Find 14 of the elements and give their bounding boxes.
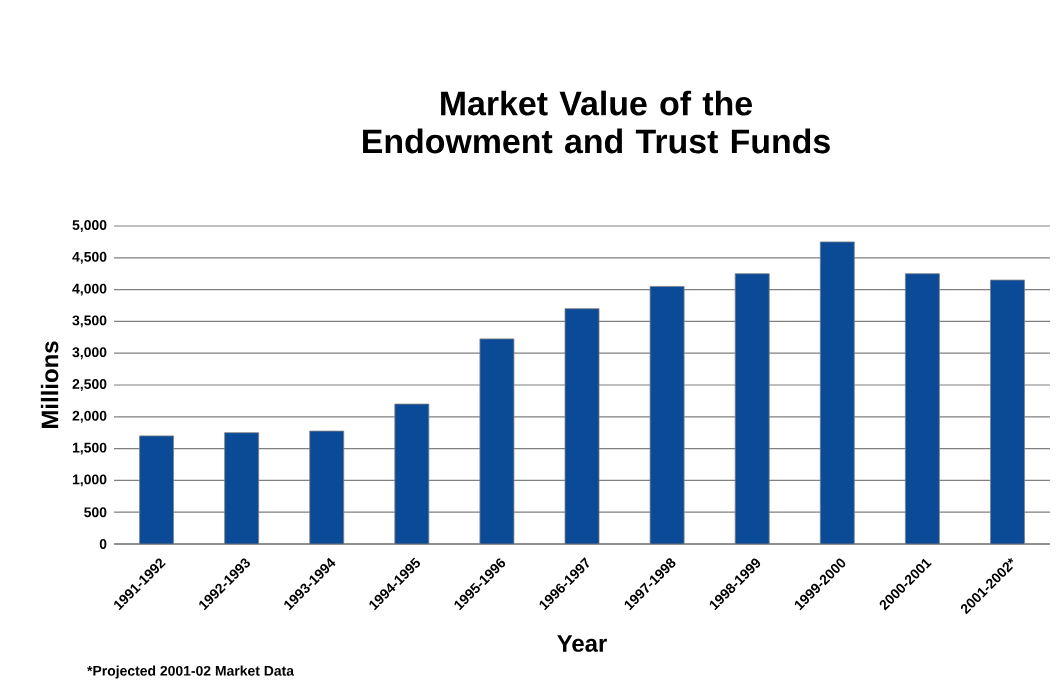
chart-title: Market Value of the Endowment and Trust Funds — [363, 90, 830, 154]
bar — [649, 286, 685, 544]
bar — [734, 273, 770, 544]
bar — [479, 338, 515, 544]
bar — [224, 432, 260, 544]
bar — [990, 279, 1025, 544]
bar — [309, 430, 345, 544]
x-axis-title: Year — [557, 635, 607, 652]
y-axis-title: Millions — [40, 341, 59, 428]
bar — [139, 435, 174, 544]
bar — [394, 403, 430, 544]
bar — [564, 308, 600, 544]
bar — [819, 241, 855, 544]
bar — [904, 273, 940, 544]
